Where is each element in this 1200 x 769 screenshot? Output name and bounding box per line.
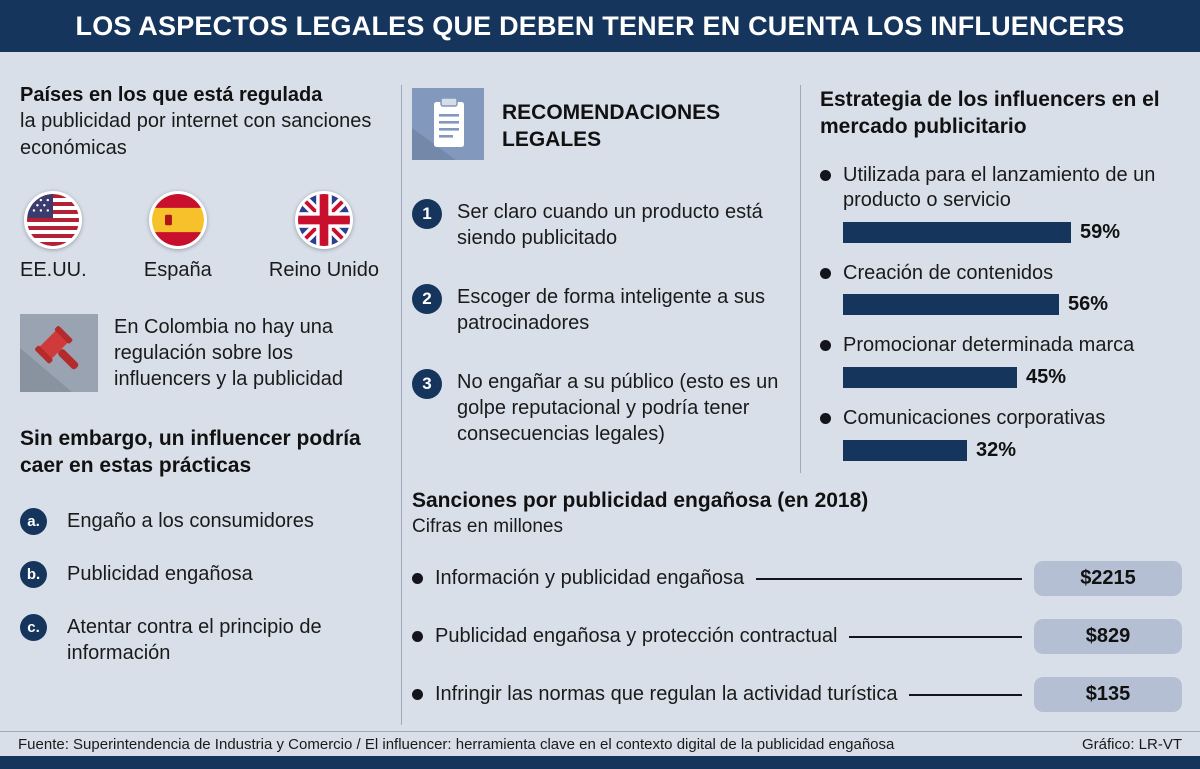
strategy-bar: [843, 439, 967, 461]
leader-line: [909, 693, 1022, 696]
strategy-label: Creación de contenidos: [843, 261, 1054, 284]
practice-item: c. Atentar contra el principio de inform…: [20, 613, 385, 666]
strategy-item: Promocionar determinada marca 45%: [820, 333, 1186, 389]
practices-list: a. Engaño a los consumidores b. Publicid…: [20, 507, 385, 666]
recommendation-text: No engañar a su público (esto es un golp…: [457, 370, 779, 446]
practices-heading: Sin embargo, un influencer podría caer e…: [20, 427, 361, 478]
clipboard-icon: [412, 88, 484, 165]
countries-heading-bold: Países en los que está regulada: [20, 84, 323, 106]
sanctions-heading: Sanciones por publicidad engañosa (en 20…: [412, 489, 869, 512]
practice-badge-a: a.: [20, 507, 47, 535]
bullet-icon: [412, 573, 423, 584]
practice-item: b. Publicidad engañosa: [20, 560, 385, 588]
recommendation-text: Escoger de forma inteligente a sus patro…: [457, 285, 765, 335]
strategy-heading: Estrategia de los influencers en el merc…: [820, 88, 1160, 139]
practice-badge-b: b.: [20, 560, 47, 588]
footer-source: Fuente: Superintendencia de Industria y …: [18, 735, 895, 753]
country-label-spain: España: [143, 259, 212, 282]
countries-heading: Países en los que está regulada la publi…: [20, 82, 385, 161]
strategy-label: Utilizada para el lanzamiento de un prod…: [843, 163, 1156, 212]
sanction-value-pill: $2215: [1034, 561, 1182, 596]
recommendations-header: RECOMENDACIONES LEGALES: [412, 88, 784, 165]
bottom-bar: [0, 756, 1200, 769]
recommendation-number: 3: [412, 368, 442, 399]
leader-line: [849, 635, 1022, 638]
country-label-uk: Reino Unido: [268, 259, 379, 282]
sanction-label: Publicidad engañosa y protección contrac…: [435, 625, 838, 647]
practice-label: Engaño a los consumidores: [67, 509, 314, 532]
recommendation-text: Ser claro cuando un producto está siendo…: [457, 201, 763, 250]
sanction-row: Infringir las normas que regulan la acti…: [412, 677, 1182, 712]
strategy-value: 32%: [976, 438, 1017, 461]
footer-credit: Gráfico: LR-VT: [1081, 735, 1182, 753]
column-divider-right: [800, 85, 801, 473]
sanction-label: Infringir las normas que regulan la acti…: [435, 683, 898, 705]
colombia-note: En Colombia no hay una regulación sobre …: [114, 316, 344, 391]
strategy-item: Comunicaciones corporativas 32%: [820, 406, 1186, 462]
bullet-icon: [820, 412, 831, 424]
bullet-icon: [820, 267, 831, 279]
practice-item: a. Engaño a los consumidores: [20, 507, 385, 535]
recommendation-number: 2: [412, 283, 442, 314]
usa-flag-icon: [24, 191, 83, 250]
country-uk: Reino Unido: [269, 191, 379, 282]
bullet-icon: [820, 169, 831, 181]
strategy-bar: [843, 221, 1071, 243]
strategy-item: Utilizada para el lanzamiento de un prod…: [820, 163, 1186, 244]
leader-line: [756, 577, 1022, 580]
strategy-value: 56%: [1068, 293, 1109, 316]
practice-label: Publicidad engañosa: [67, 562, 253, 585]
sanctions-section: Sanciones por publicidad engañosa (en 20…: [412, 489, 1182, 712]
recommendation-item: 3 No engañar a su público (esto es un go…: [412, 368, 784, 448]
sanction-row: Publicidad engañosa y protección contrac…: [412, 619, 1182, 654]
recommendation-item: 2 Escoger de forma inteligente a sus pat…: [412, 283, 784, 337]
country-usa: EE.UU.: [20, 191, 87, 282]
recommendations-heading: RECOMENDACIONES LEGALES: [502, 101, 721, 151]
bullet-icon: [412, 631, 423, 642]
strategy-section: Estrategia de los influencers en el merc…: [820, 86, 1186, 479]
bullet-icon: [412, 689, 423, 700]
uk-flag-icon: [294, 191, 353, 250]
recommendations-list: 1 Ser claro cuando un producto está sien…: [412, 199, 784, 448]
spain-flag-icon: [148, 191, 207, 250]
strategy-label: Promocionar determinada marca: [843, 334, 1135, 357]
sanction-value-pill: $135: [1034, 677, 1182, 712]
page-title: LOS ASPECTOS LEGALES QUE DEBEN TENER EN …: [75, 10, 1125, 41]
strategy-label: Comunicaciones corporativas: [843, 406, 1106, 429]
strategy-value: 45%: [1026, 365, 1067, 388]
recommendation-item: 1 Ser claro cuando un producto está sien…: [412, 199, 784, 252]
strategy-value: 59%: [1080, 220, 1121, 243]
strategy-bar: [843, 366, 1017, 388]
sanction-value-pill: $829: [1034, 619, 1182, 654]
practice-badge-c: c.: [20, 613, 47, 641]
sanction-label: Información y publicidad engañosa: [435, 567, 745, 589]
strategy-chart: Utilizada para el lanzamiento de un prod…: [820, 163, 1186, 462]
practice-label: Atentar contra el principio de informaci…: [67, 615, 322, 664]
page-header: LOS ASPECTOS LEGALES QUE DEBEN TENER EN …: [0, 0, 1200, 52]
column-divider-left: [401, 85, 402, 725]
recommendations-section: RECOMENDACIONES LEGALES 1 Ser claro cuan…: [412, 88, 784, 480]
countries-heading-rest: la publicidad por internet con sanciones…: [20, 110, 372, 159]
strategy-bar: [843, 294, 1059, 316]
gavel-icon: [20, 314, 98, 397]
recommendation-number: 1: [412, 199, 442, 229]
sanction-row: Información y publicidad engañosa $2215: [412, 561, 1182, 596]
bullet-icon: [820, 340, 831, 352]
footer: Fuente: Superintendencia de Industria y …: [0, 731, 1200, 756]
strategy-item: Creación de contenidos 56%: [820, 261, 1186, 317]
country-spain: España: [144, 191, 212, 282]
sanctions-subtitle: Cifras en millones: [412, 516, 563, 537]
colombia-note-block: En Colombia no hay una regulación sobre …: [20, 314, 385, 397]
country-label-usa: EE.UU.: [20, 259, 87, 282]
flags-row: EE.UU. España: [20, 191, 385, 282]
regulated-countries-section: Países en los que está regulada la publi…: [20, 82, 385, 692]
